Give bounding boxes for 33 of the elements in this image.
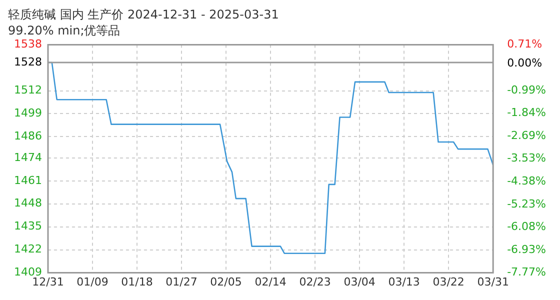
x-tick-label: 03/13 (388, 275, 420, 288)
y2-tick-label: 0.71% (507, 38, 542, 51)
x-tick-label: 03/31 (477, 275, 509, 288)
x-tick-label: 01/27 (166, 275, 198, 288)
y2-tick-label: -2.69% (507, 129, 546, 142)
y-tick-label: 1448 (14, 196, 42, 210)
y-tick-label: 1499 (14, 106, 42, 120)
x-tick-label: 01/18 (121, 275, 153, 288)
y-tick-label: 1486 (14, 130, 42, 143)
y-tick-label: 1461 (14, 174, 42, 187)
y-tick-label: 1435 (14, 220, 42, 233)
y2-tick-label: -0.99% (507, 83, 546, 96)
y2-tick-label: -7.77% (507, 266, 546, 279)
x-tick-label: 02/05 (210, 275, 242, 288)
y2-tick-label: -1.84% (507, 106, 546, 120)
y-tick-label: 1528 (14, 55, 42, 68)
y2-tick-label: -4.38% (507, 174, 546, 188)
x-tick-label: 03/22 (432, 275, 464, 288)
x-tick-label: 01/09 (76, 275, 108, 288)
x-tick-label: 02/23 (299, 275, 331, 288)
y2-tick-label: -6.08% (507, 220, 546, 234)
y2-tick-label: -3.53% (507, 152, 546, 165)
x-tick-label: 03/04 (344, 275, 376, 288)
chart-title: 轻质纯碱 国内 生产价 2024-12-31 - 2025-03-31 (8, 7, 279, 22)
y-tick-label: 1512 (14, 84, 42, 97)
y-tick-label: 1538 (14, 38, 42, 51)
chart-subtitle: 99.20% min;优等品 (8, 24, 120, 38)
y2-tick-label: -6.93% (507, 243, 546, 256)
y-tick-label: 1474 (14, 150, 42, 164)
x-tick-label: 02/14 (254, 275, 286, 288)
y2-tick-label: 0.00% (507, 56, 542, 70)
y2-tick-label: -5.23% (507, 197, 546, 210)
y-tick-label: 1422 (14, 242, 42, 256)
